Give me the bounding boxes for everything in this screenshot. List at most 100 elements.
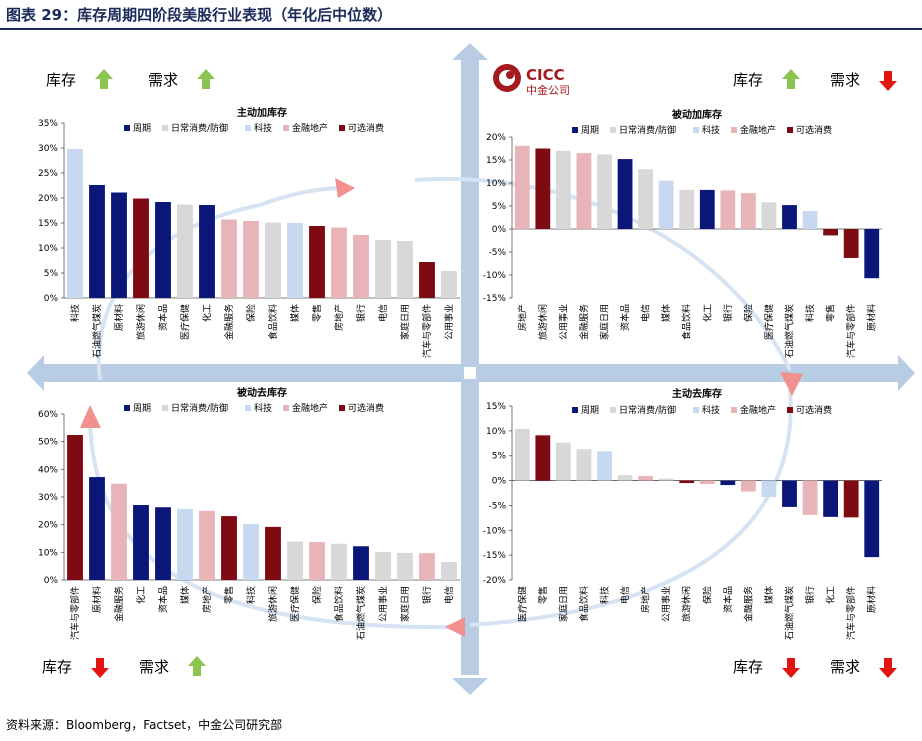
logo-text-en: CICC: [526, 66, 565, 84]
y-tick-label: -20%: [483, 576, 507, 586]
legend-label: 周期: [581, 405, 599, 416]
bar: [658, 478, 674, 481]
x-tick-label: 媒体: [179, 586, 191, 604]
bar: [419, 262, 435, 298]
legend-label: 可选消费: [348, 402, 384, 414]
y-tick-label: 35%: [38, 119, 58, 129]
bar: [535, 435, 551, 481]
legend-label: 科技: [254, 402, 272, 414]
bar: [802, 211, 818, 229]
x-tick-label: 石油燃气煤炭: [91, 304, 103, 358]
x-tick-label: 电信: [619, 586, 631, 604]
y-tick-label: 5%: [492, 452, 507, 462]
legend-swatch: [283, 405, 289, 411]
x-tick-label: 石油燃气煤炭: [784, 586, 796, 640]
legend-swatch: [245, 405, 251, 411]
y-tick-label: 60%: [38, 410, 58, 420]
x-tick-label: 家庭日用: [399, 586, 411, 622]
bar: [111, 192, 127, 298]
x-tick-label: 金融服务: [742, 586, 754, 622]
legend-swatch: [162, 125, 168, 131]
legend-swatch: [610, 127, 616, 133]
x-tick-label: 旅游休闲: [681, 586, 693, 622]
x-tick-label: 银行: [804, 586, 816, 604]
x-tick-label: 原材料: [866, 586, 878, 613]
bar: [514, 145, 530, 229]
cycle-arc-right-bottom: [469, 389, 793, 627]
x-tick-label: 银行: [355, 304, 367, 322]
quadrant-label-bl-1: 需求: [139, 658, 169, 676]
x-tick-label: 电信: [443, 586, 455, 604]
y-tick-label: 20%: [486, 133, 506, 143]
x-tick-label: 医疗保健: [516, 586, 528, 622]
x-tick-label: 银行: [421, 586, 433, 604]
x-tick-label: 保险: [701, 586, 713, 604]
y-tick-label: 10%: [38, 244, 58, 254]
legend-swatch: [610, 407, 616, 413]
x-tick-label: 石油燃气煤炭: [355, 586, 367, 640]
bar: [419, 553, 435, 580]
y-tick-label: 5%: [44, 269, 59, 279]
bar: [761, 202, 777, 229]
cycle-arrow-head-left: [80, 405, 101, 428]
legend-swatch: [283, 125, 289, 131]
legend-swatch: [787, 407, 793, 413]
x-tick-label: 食品饮料: [578, 586, 590, 622]
x-tick-label: 家庭日用: [557, 586, 569, 622]
bar: [658, 180, 674, 229]
bar: [309, 542, 325, 580]
x-tick-label: 零售: [311, 304, 323, 322]
bar: [199, 510, 215, 580]
x-tick-label: 公用事业: [557, 304, 569, 340]
bar: [576, 449, 592, 481]
x-tick-label: 食品饮料: [333, 586, 345, 622]
x-tick-label: 原材料: [91, 586, 103, 613]
y-tick-label: 0%: [44, 576, 59, 586]
x-tick-label: 汽车与零部件: [845, 586, 857, 640]
x-tick-label: 公用事业: [443, 304, 455, 340]
bar: [679, 189, 695, 229]
x-tick-label: 汽车与零部件: [421, 304, 433, 358]
bar: [67, 435, 83, 580]
x-tick-label: 原材料: [113, 304, 125, 331]
legend-swatch: [162, 405, 168, 411]
y-tick-label: 30%: [38, 144, 58, 154]
bar: [287, 223, 303, 298]
vertical-axis-arrow-up: [452, 43, 488, 60]
legend-label: 科技: [702, 404, 720, 416]
bar: [843, 229, 859, 258]
x-tick-label: 资本品: [619, 304, 631, 331]
bar: [67, 149, 83, 298]
legend-label: 可选消费: [348, 122, 384, 134]
bar: [177, 508, 193, 580]
x-tick-label: 旅游休闲: [135, 304, 147, 340]
bar: [375, 240, 391, 298]
y-tick-label: 0%: [492, 225, 507, 235]
y-tick-label: 20%: [38, 521, 58, 531]
legend-swatch: [572, 407, 578, 413]
x-tick-label: 化工: [135, 586, 147, 604]
y-tick-label: 20%: [38, 194, 58, 204]
legend-swatch: [124, 405, 130, 411]
bar: [617, 159, 633, 229]
title-divider: [0, 28, 922, 30]
legend-label: 周期: [133, 403, 151, 414]
cycle-arrows: [88, 177, 793, 630]
x-tick-label: 金融服务: [578, 304, 590, 340]
y-tick-label: 25%: [38, 169, 58, 179]
x-tick-label: 科技: [245, 586, 257, 604]
chart-title: 被动去库存: [237, 386, 287, 399]
x-tick-label: 医疗保健: [289, 586, 301, 622]
bar: [397, 241, 413, 298]
bar: [535, 148, 551, 229]
x-tick-label: 房地产: [201, 586, 213, 613]
y-tick-label: 40%: [38, 465, 58, 475]
x-tick-label: 金融服务: [113, 586, 125, 622]
legend-label: 周期: [133, 123, 151, 134]
cycle-arrow-heads: [80, 178, 803, 637]
bar: [699, 189, 715, 229]
bar: [864, 229, 880, 279]
cycle-arc-tl: [96, 203, 261, 381]
